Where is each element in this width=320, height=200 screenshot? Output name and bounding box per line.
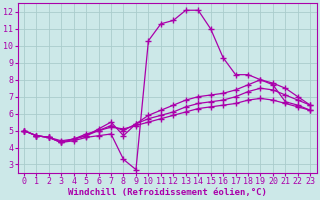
X-axis label: Windchill (Refroidissement éolien,°C): Windchill (Refroidissement éolien,°C): [68, 188, 267, 197]
